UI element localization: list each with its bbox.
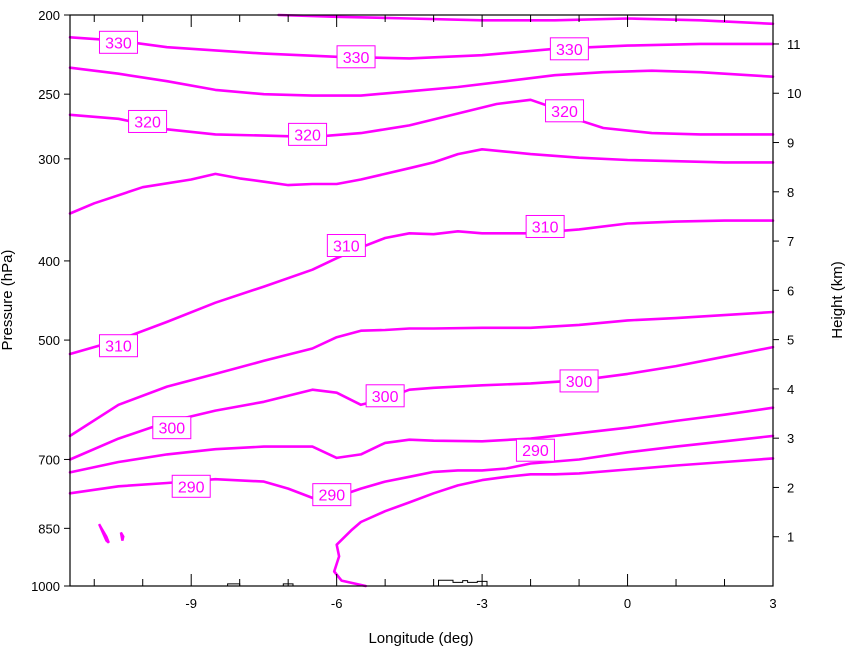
contour-line-310-5 [68, 219, 775, 356]
y-tick-label: 500 [38, 333, 60, 348]
y2-tick-label: 3 [787, 431, 794, 446]
contour-label-box [152, 416, 192, 440]
contour-label-13: 290 [171, 474, 211, 498]
contour-line-290-10 [332, 457, 775, 588]
contour-line-330-2 [68, 66, 775, 97]
contour-label-box [365, 384, 405, 408]
contour-label-text: 290 [522, 443, 549, 460]
contour-label-box [549, 37, 589, 61]
contour-label-box [525, 214, 565, 238]
contour-label-text: 290 [178, 479, 205, 496]
contour-label-text: 330 [343, 50, 370, 67]
y-tick-label: 850 [38, 521, 60, 536]
contour-label-box [326, 234, 366, 258]
contour-label-text: 300 [158, 421, 185, 438]
contour-label-text: 320 [294, 127, 321, 144]
y2-axis-title: Height (km) [829, 261, 846, 339]
contour-label-text: 300 [372, 389, 399, 406]
y2-tick-label: 7 [787, 234, 794, 249]
contour-line-290-9 [68, 434, 775, 500]
contour-label-14: 290 [312, 483, 352, 507]
contour-label-text: 320 [134, 114, 161, 131]
contour-label-4: 320 [288, 122, 328, 146]
y-tick-label: 300 [38, 152, 60, 167]
x-tick-label: -6 [331, 596, 343, 611]
contour-label-text: 310 [333, 239, 360, 256]
contour-label-text: 310 [532, 219, 559, 236]
contour-label-text: 290 [318, 488, 345, 505]
y2-tick-label: 2 [787, 480, 794, 495]
contour-layer [68, 13, 775, 588]
y-tick-label: 400 [38, 254, 60, 269]
contour-label-box [288, 122, 328, 146]
contour-label-box [336, 45, 376, 69]
ticks-layer [64, 14, 779, 587]
y2-tick-label: 11 [787, 37, 801, 52]
contour-line-300-8 [68, 406, 775, 474]
closed-contour-1 [119, 531, 125, 541]
x-tick-label: 3 [769, 596, 776, 611]
contour-label-box [171, 474, 211, 498]
contour-line-330-0 [277, 13, 775, 26]
contour-label-text: 330 [105, 35, 132, 52]
contour-line-310-6 [68, 310, 775, 438]
contour-label-box [559, 369, 599, 393]
contour-line-300-7 [68, 345, 775, 461]
contour-label-box [128, 109, 168, 133]
contour-label-5: 320 [545, 99, 585, 123]
y2-tick-label: 4 [787, 382, 794, 397]
y2-tick-label: 10 [787, 86, 801, 101]
contour-label-3: 320 [128, 109, 168, 133]
contour-label-text: 300 [566, 374, 593, 391]
y2-tick-label: 9 [787, 136, 794, 151]
contour-label-2: 330 [549, 37, 589, 61]
contour-label-box [515, 438, 555, 462]
tick-label-layer: -9 -6 -3 0 3 200 250 300 400 500 700 850 1000 1 2 3 4 5 6 7… [31, 8, 801, 611]
contour-label-11: 300 [152, 416, 192, 440]
contour-label-6: 310 [326, 234, 366, 258]
contour-label-box [312, 483, 352, 507]
contour-label-7: 310 [525, 214, 565, 238]
contour-line-320-4 [68, 148, 775, 215]
y-axis-title: Pressure (hPa) [0, 250, 16, 351]
contour-label-text: 320 [551, 104, 578, 121]
contour-line-320-3 [68, 98, 775, 139]
contour-label-12: 290 [515, 438, 555, 462]
contour-label-9: 300 [365, 384, 405, 408]
y2-tick-label: 5 [787, 333, 794, 348]
y-tick-label: 250 [38, 87, 60, 102]
contour-label-10: 300 [559, 369, 599, 393]
contour-label-box [98, 334, 138, 358]
plot-frame [69, 14, 774, 587]
contour-label-text: 330 [556, 42, 583, 59]
contour-label-box [98, 30, 138, 54]
x-tick-label: 0 [624, 596, 631, 611]
contour-label-box [545, 99, 585, 123]
contour-line-330-1 [68, 36, 775, 60]
y2-tick-label: 6 [787, 283, 794, 298]
contour-label-0: 330 [98, 30, 138, 54]
x-tick-label: -9 [185, 596, 197, 611]
contour-label-text: 310 [105, 339, 132, 356]
y-tick-label: 700 [38, 452, 60, 467]
x-axis-title: Longitude (deg) [368, 630, 473, 647]
contour-label-layer: 330 330 330 320 320 320 310 310 310 300 300 300 290 2… [98, 30, 599, 507]
closed-contour-0 [98, 523, 110, 544]
y-tick-label: 200 [38, 8, 60, 23]
y2-tick-label: 1 [787, 530, 794, 545]
contour-label-8: 310 [98, 334, 138, 358]
x-tick-label: -3 [476, 596, 488, 611]
y-tick-label: 1000 [31, 579, 60, 594]
y2-tick-label: 8 [787, 185, 794, 200]
contour-label-1: 330 [336, 45, 376, 69]
